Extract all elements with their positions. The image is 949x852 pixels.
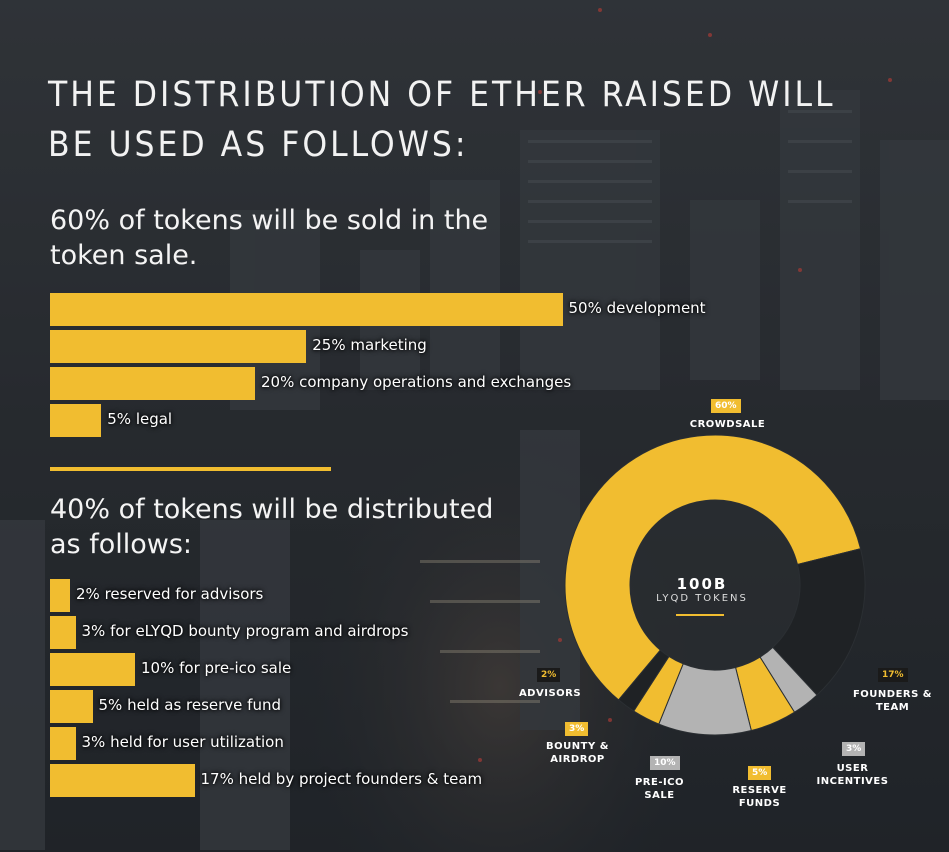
bar xyxy=(50,579,70,612)
slice-percent-badge: 3% xyxy=(842,742,866,756)
bar xyxy=(50,367,255,400)
token-donut-chart xyxy=(564,434,866,736)
slice-label: ADVISORS xyxy=(518,688,582,699)
slice-percent-badge: 10% xyxy=(650,756,680,770)
bar-label: 25% marketing xyxy=(312,336,427,354)
bar xyxy=(50,293,563,326)
bar xyxy=(50,727,76,760)
page-title: THE DISTRIBUTION OF ETHER RAISED WILL BE… xyxy=(48,75,836,165)
bar-label: 5% legal xyxy=(107,410,173,428)
bar-label: 3% held for user utilization xyxy=(81,733,284,751)
donut-center-underline xyxy=(676,614,724,616)
slice-percent-badge: 60% xyxy=(711,399,741,413)
slice-label: BOUNTY & AIRDROP xyxy=(546,741,609,765)
slice-label: PRE-ICO SALE xyxy=(634,777,685,801)
bar xyxy=(50,764,195,797)
slice-percent-badge: 3% xyxy=(565,722,589,736)
section-divider xyxy=(50,467,331,471)
slice-percent-badge: 17% xyxy=(878,668,908,682)
bar xyxy=(50,330,307,363)
donut-center-title: 100B xyxy=(676,575,728,593)
slice-label: CROWDSALE xyxy=(689,419,766,430)
donut-hole xyxy=(630,500,800,670)
slice-label: FOUNDERS & TEAM xyxy=(852,689,933,713)
distribution-heading: 40% of tokens will be distributed as fol… xyxy=(50,494,494,560)
token-sale-heading: 60% of tokens will be sold in the token … xyxy=(50,205,489,271)
bar-label: 3% for eLYQD bounty program and airdrops xyxy=(81,622,409,640)
bar-label: 17% held by project founders & team xyxy=(200,770,483,788)
slice-percent-badge: 2% xyxy=(537,668,561,682)
donut-center-subtitle: LYQD TOKENS xyxy=(656,593,748,604)
bar-label: 5% held as reserve fund xyxy=(98,696,282,714)
bar-label: 20% company operations and exchanges xyxy=(261,373,572,391)
slice-percent-badge: 5% xyxy=(748,766,772,780)
bar xyxy=(50,616,76,649)
bar-label: 50% development xyxy=(568,299,706,317)
slice-label: RESERVE FUNDS xyxy=(732,785,787,809)
bar-label: 2% reserved for advisors xyxy=(76,585,264,603)
bar xyxy=(50,404,102,437)
bar-label: 10% for pre-ico sale xyxy=(141,659,292,677)
bar xyxy=(50,690,93,723)
bar xyxy=(50,653,135,686)
slice-label: USER INCENTIVES xyxy=(816,763,889,787)
